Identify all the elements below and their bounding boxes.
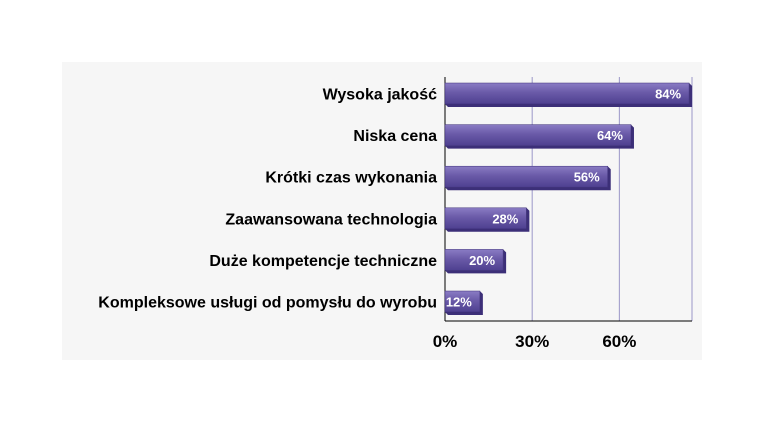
category-label-2: Krótki czas wykonania xyxy=(265,170,437,187)
category-label-4: Duże kompetencje techniczne xyxy=(209,253,437,270)
bar-shadow-3 xyxy=(445,207,530,232)
x-tick-label-2: 60% xyxy=(602,332,636,351)
bar-shadow-0 xyxy=(445,83,693,107)
chart-background xyxy=(62,62,702,360)
bar-value-label-3: 28% xyxy=(492,211,518,226)
bar-shadow-5 xyxy=(445,291,483,315)
bar-1 xyxy=(444,124,632,146)
bar-value-label-2: 56% xyxy=(574,170,600,185)
bar-value-label-0: 84% xyxy=(655,87,681,102)
bar-4 xyxy=(444,249,504,271)
bar-value-label-4: 20% xyxy=(469,253,495,268)
bar-3 xyxy=(444,207,527,230)
bar-2 xyxy=(444,165,608,188)
bar-shadow-2 xyxy=(445,166,611,191)
bar-shadow-4 xyxy=(445,249,507,274)
category-label-0: Wysoka jakość xyxy=(323,87,438,104)
x-tick-label-0: 0% xyxy=(433,332,458,351)
bar-5 xyxy=(444,290,481,313)
bar-value-label-5: 12% xyxy=(446,295,472,310)
bar-shadow-1 xyxy=(445,124,634,149)
bar-0 xyxy=(444,82,690,105)
category-label-5: Kompleksowe usługi od pomysłu do wyrobu xyxy=(98,295,437,312)
x-tick-label-1: 30% xyxy=(515,332,549,351)
bar-value-label-1: 64% xyxy=(597,128,623,143)
category-label-3: Zaawansowana technologia xyxy=(225,211,437,228)
category-label-1: Niska cena xyxy=(353,128,437,145)
